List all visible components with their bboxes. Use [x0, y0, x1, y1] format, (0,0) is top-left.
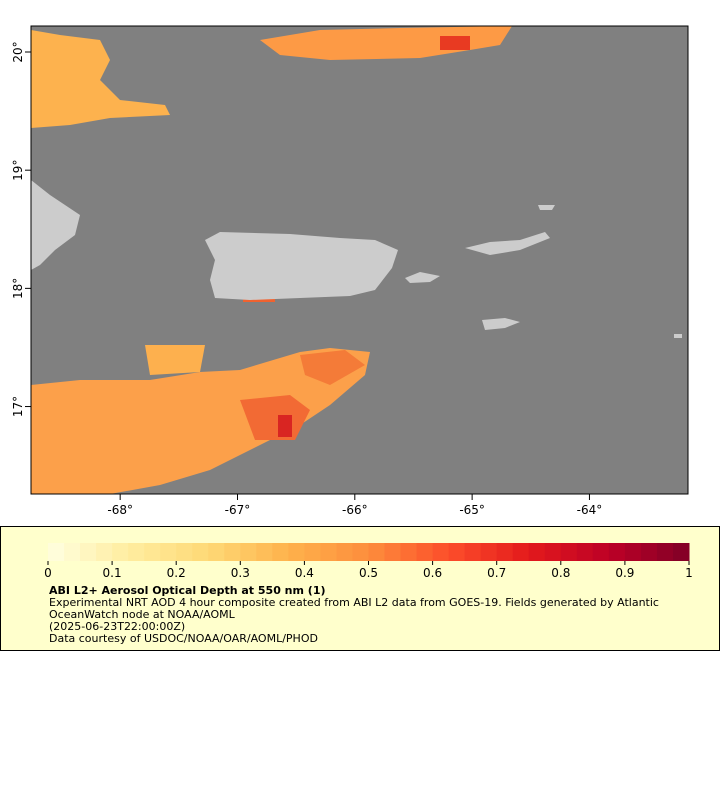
legend-text: ABI L2+ Aerosol Optical Depth at 550 nm … — [49, 585, 689, 645]
aerosol-patch — [440, 36, 470, 50]
land-area — [31, 180, 80, 270]
colorbar-step — [496, 543, 514, 561]
y-tick-label: 20° — [11, 41, 25, 62]
land-area — [538, 205, 555, 210]
colorbar-step — [512, 543, 530, 561]
colorbar-tick-label: 0.6 — [423, 566, 442, 580]
colorbar-step — [128, 543, 145, 561]
x-tick-label: -67° — [225, 503, 251, 517]
x-tick-label: -66° — [342, 503, 368, 517]
colorbar-step — [544, 543, 562, 561]
colorbar-step — [432, 543, 450, 561]
land-area — [482, 318, 520, 330]
legend-credit: Data courtesy of USDOC/NOAA/OAR/AOML/PHO… — [49, 632, 318, 645]
land-area — [465, 232, 550, 255]
legend-description: Experimental NRT AOD 4 hour composite cr… — [49, 596, 659, 621]
legend-time: (2025-06-23T22:00:00Z) — [49, 620, 186, 633]
colorbar-step — [672, 543, 690, 561]
colorbar-step — [624, 543, 642, 561]
aerosol-patch — [145, 345, 205, 375]
colorbar: 0 0.1 0.2 0.3 0.4 0.5 0.6 0.7 0.8 0.9 1 — [44, 543, 693, 580]
x-tick-label: -68° — [107, 503, 133, 517]
colorbar-step — [96, 543, 113, 561]
colorbar-step — [464, 543, 482, 561]
colorbar-tick-label: 1 — [685, 566, 693, 580]
x-tick-label: -64° — [577, 503, 603, 517]
colorbar-step — [352, 543, 369, 561]
colorbar-step — [656, 543, 674, 561]
colorbar-step — [272, 543, 289, 561]
colorbar-step — [192, 543, 209, 561]
colorbar-step — [144, 543, 161, 561]
colorbar-step — [288, 543, 305, 561]
aerosol-patch — [278, 415, 292, 437]
colorbar-tick-label: 0.8 — [551, 566, 570, 580]
colorbar-step — [48, 543, 65, 561]
colorbar-step — [112, 543, 129, 561]
colorbar-tick-label: 0.7 — [487, 566, 506, 580]
colorbar-tick-label: 0.5 — [359, 566, 378, 580]
colorbar-step — [576, 543, 594, 561]
colorbar-step — [336, 543, 353, 561]
colorbar-step — [304, 543, 321, 561]
colorbar-step — [640, 543, 658, 561]
colorbar-step — [256, 543, 273, 561]
colorbar-step — [368, 543, 386, 561]
colorbar-step — [320, 543, 337, 561]
legend-title: ABI L2+ Aerosol Optical Depth at 550 nm … — [49, 584, 326, 597]
colorbar-step — [416, 543, 434, 561]
colorbar-tick-label: 0.9 — [615, 566, 634, 580]
colorbar-step — [608, 543, 626, 561]
y-tick-label: 18° — [11, 278, 25, 299]
aerosol-patch — [260, 26, 512, 60]
colorbar-step — [176, 543, 193, 561]
land-area — [405, 272, 440, 283]
colorbar-step — [384, 543, 402, 561]
land — [31, 180, 682, 338]
aerosol-patch — [240, 395, 310, 440]
colorbar-step — [560, 543, 578, 561]
colorbar-step — [80, 543, 97, 561]
land-area — [674, 334, 682, 338]
x-tick-label: -65° — [459, 503, 485, 517]
colorbar-step — [160, 543, 177, 561]
legend: 0 0.1 0.2 0.3 0.4 0.5 0.6 0.7 0.8 0.9 1 ABI L2+ Ae… — [0, 526, 720, 651]
colorbar-step — [480, 543, 498, 561]
colorbar-step — [240, 543, 257, 561]
aerosol-patch — [31, 348, 370, 494]
colorbar-step — [528, 543, 546, 561]
colorbar-tick-label: 0.4 — [295, 566, 314, 580]
colorbar-step — [448, 543, 466, 561]
land-area — [205, 232, 398, 300]
colorbar-tick-label: 0.1 — [103, 566, 122, 580]
colorbar-tick-label: 0.3 — [231, 566, 250, 580]
y-tick-label: 19° — [11, 160, 25, 181]
map: -68° -67° -66° -65° -64° 17° 18° 19° 20° — [11, 25, 689, 517]
colorbar-step — [208, 543, 225, 561]
colorbar-step — [400, 543, 418, 561]
colorbar-step — [224, 543, 241, 561]
aerosol-patch — [31, 30, 170, 128]
colorbar-step — [64, 543, 81, 561]
map-frame — [30, 25, 689, 495]
colorbar-tick-label: 0.2 — [167, 566, 186, 580]
colorbar-tick-label: 0 — [44, 566, 52, 580]
colorbar-step — [592, 543, 610, 561]
y-tick-label: 17° — [11, 396, 25, 417]
aerosol-patches — [31, 26, 512, 494]
aerosol-patch — [300, 350, 365, 385]
